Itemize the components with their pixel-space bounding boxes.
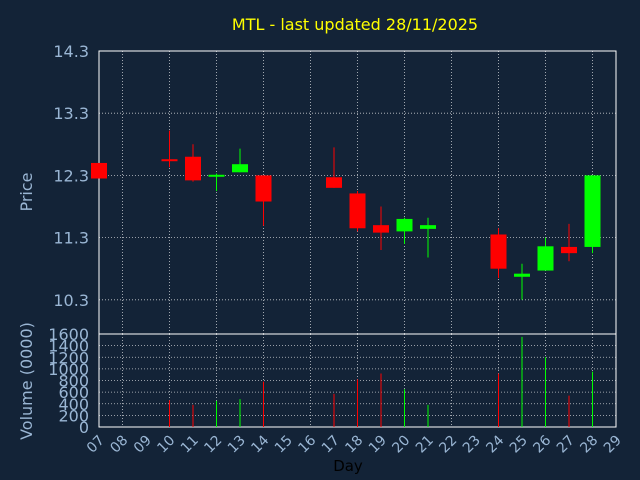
volume-tick-label: 1400 <box>48 337 89 356</box>
candle-body <box>255 175 272 202</box>
x-tick-label: 24 <box>483 432 507 456</box>
x-tick-label: 11 <box>178 433 202 457</box>
x-tick-label: 08 <box>107 433 131 457</box>
volume-series <box>169 336 593 427</box>
candle-body <box>185 156 201 181</box>
x-tick-label: 19 <box>366 433 390 457</box>
x-tick-label: 16 <box>295 432 319 456</box>
volume-tick-label: 600 <box>58 383 89 402</box>
x-tick-labels: 07 08 09 10 11 12 13 14 15 16 17 18 19 20 21 22 23 24 25 26… <box>84 432 625 456</box>
x-tick-label: 29 <box>601 433 625 457</box>
chart-title: MTL - last updated 28/11/2025 <box>232 15 478 34</box>
x-tick-label: 10 <box>154 433 178 457</box>
x-tick-label: 14 <box>248 432 272 456</box>
x-tick-label: 15 <box>272 433 296 457</box>
grid-lines <box>99 51 616 427</box>
x-tick-label: 09 <box>131 433 155 457</box>
x-tick-label: 21 <box>413 433 437 457</box>
candle-body <box>514 273 530 277</box>
volume-tick-label: 1200 <box>48 348 89 367</box>
candle-body <box>208 174 225 177</box>
price-axis-label: Price <box>17 172 36 211</box>
price-tick-label: 10.3 <box>53 291 89 310</box>
price-tick-label: 14.3 <box>53 42 89 61</box>
candlestick-series <box>91 130 601 300</box>
price-tick-label: 11.3 <box>53 229 89 248</box>
volume-tick-label: 0 <box>79 418 89 437</box>
candle-body <box>232 164 248 173</box>
x-tick-label: 20 <box>389 433 413 457</box>
volume-axis-label: Volume (0000) <box>17 322 36 440</box>
price-tick-label: 13.3 <box>53 104 89 123</box>
candle-body <box>91 162 107 179</box>
candle-body <box>161 159 178 162</box>
volume-tick-label: 1000 <box>48 360 89 379</box>
candle-body <box>537 246 554 271</box>
candle-body <box>326 177 342 188</box>
y-tick-labels: 10.3 11.3 12.3 13.3 14.3 02004006008001000120… <box>48 42 89 437</box>
x-tick-label: 12 <box>201 433 225 457</box>
candle-body <box>490 234 507 269</box>
x-tick-label: 13 <box>225 433 249 457</box>
candle-body <box>561 246 577 254</box>
candle-body <box>349 193 366 229</box>
x-tick-label: 17 <box>319 433 343 457</box>
x-tick-label: 25 <box>507 433 531 457</box>
candle-body <box>420 225 436 229</box>
candle-body <box>396 218 413 232</box>
x-tick-label: 26 <box>530 432 554 456</box>
candle-body <box>584 175 601 247</box>
x-tick-label: 28 <box>577 433 601 457</box>
volume-tick-label: 400 <box>58 395 89 414</box>
x-tick-label: 23 <box>460 433 484 457</box>
x-axis-label: Day <box>333 457 363 475</box>
x-tick-label: 18 <box>342 433 366 457</box>
x-tick-label: 27 <box>554 433 578 457</box>
volume-tick-label: 1600 <box>48 325 89 344</box>
price-tick-label: 12.3 <box>53 166 89 185</box>
volume-tick-label: 800 <box>58 372 89 391</box>
candle-body <box>373 225 389 233</box>
volume-tick-label: 200 <box>58 406 89 425</box>
x-tick-label: 22 <box>436 433 460 457</box>
